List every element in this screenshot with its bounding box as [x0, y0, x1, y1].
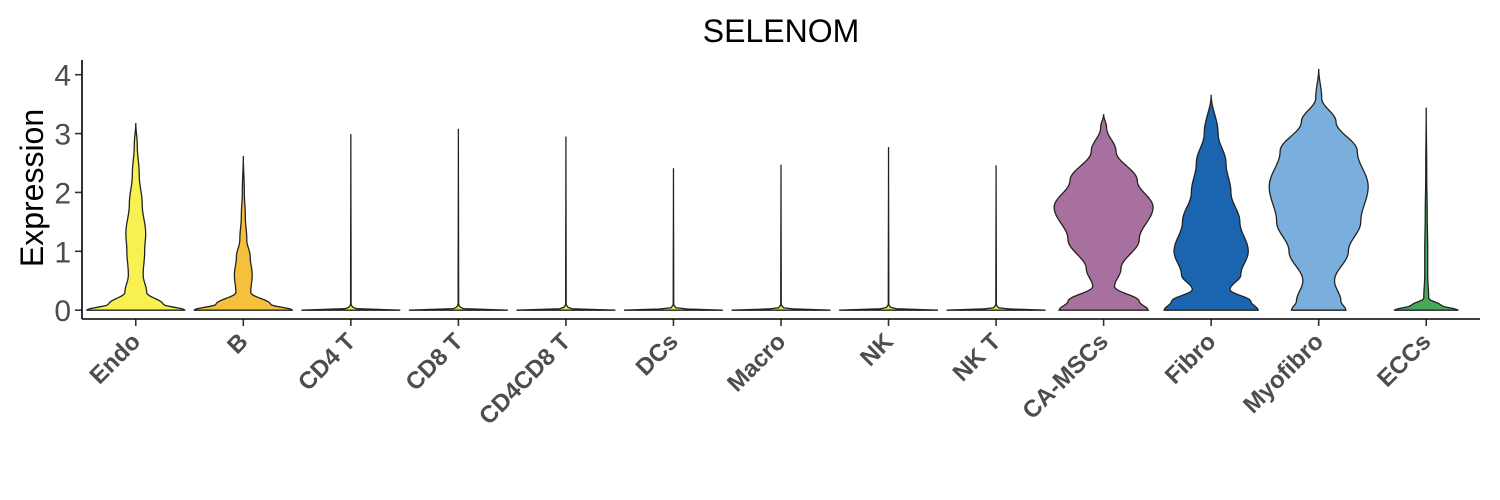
violin-nk [839, 147, 939, 311]
x-tick-label: CD4CD8 T [474, 328, 576, 430]
x-axis-ticks: Endo B CD4 T CD8 T CD4CD8 T DCs Macro NK NK T CA-… [84, 319, 1436, 430]
x-tick-label: CD4 T [293, 328, 361, 396]
violin-cd4-t [301, 134, 401, 311]
y-tick-label: 1 [54, 236, 71, 269]
y-tick-label: 2 [54, 177, 71, 210]
violin-b [193, 155, 294, 311]
violin-ca-mscs [1053, 114, 1154, 311]
x-tick-label: Fibro [1160, 328, 1222, 390]
y-tick-label: 0 [54, 295, 71, 328]
x-tick-label: CA-MSCs [1017, 328, 1113, 424]
y-axis-label: Expression [14, 109, 50, 267]
x-tick-label: DCs [631, 328, 684, 381]
x-tick-label: B [222, 328, 253, 359]
x-tick-label: CD8 T [401, 328, 469, 396]
x-tick-label: NK T [948, 328, 1007, 387]
y-tick-label: 3 [54, 119, 71, 152]
violin-myofibro [1268, 68, 1369, 311]
chart-title: SELENOM [703, 13, 859, 49]
x-tick-label: Macro [722, 328, 791, 397]
violin-layer [86, 68, 1459, 311]
violin-fibro [1163, 94, 1260, 311]
violin-dcs [623, 168, 723, 311]
violin-cd8-t [408, 128, 508, 311]
violin-macro [731, 164, 831, 311]
y-tick-label: 4 [54, 60, 71, 93]
x-tick-label: Myofibro [1238, 328, 1329, 419]
violin-eccs [1393, 107, 1459, 311]
x-tick-label: NK [855, 328, 899, 372]
violin-cd4cd8-t [516, 136, 616, 311]
violin-endo [86, 122, 186, 311]
violin-nk-t [946, 165, 1046, 311]
x-tick-label: Endo [84, 328, 146, 390]
y-axis-ticks: 0 1 2 3 4 [54, 60, 82, 328]
x-tick-label: ECCs [1372, 328, 1436, 392]
